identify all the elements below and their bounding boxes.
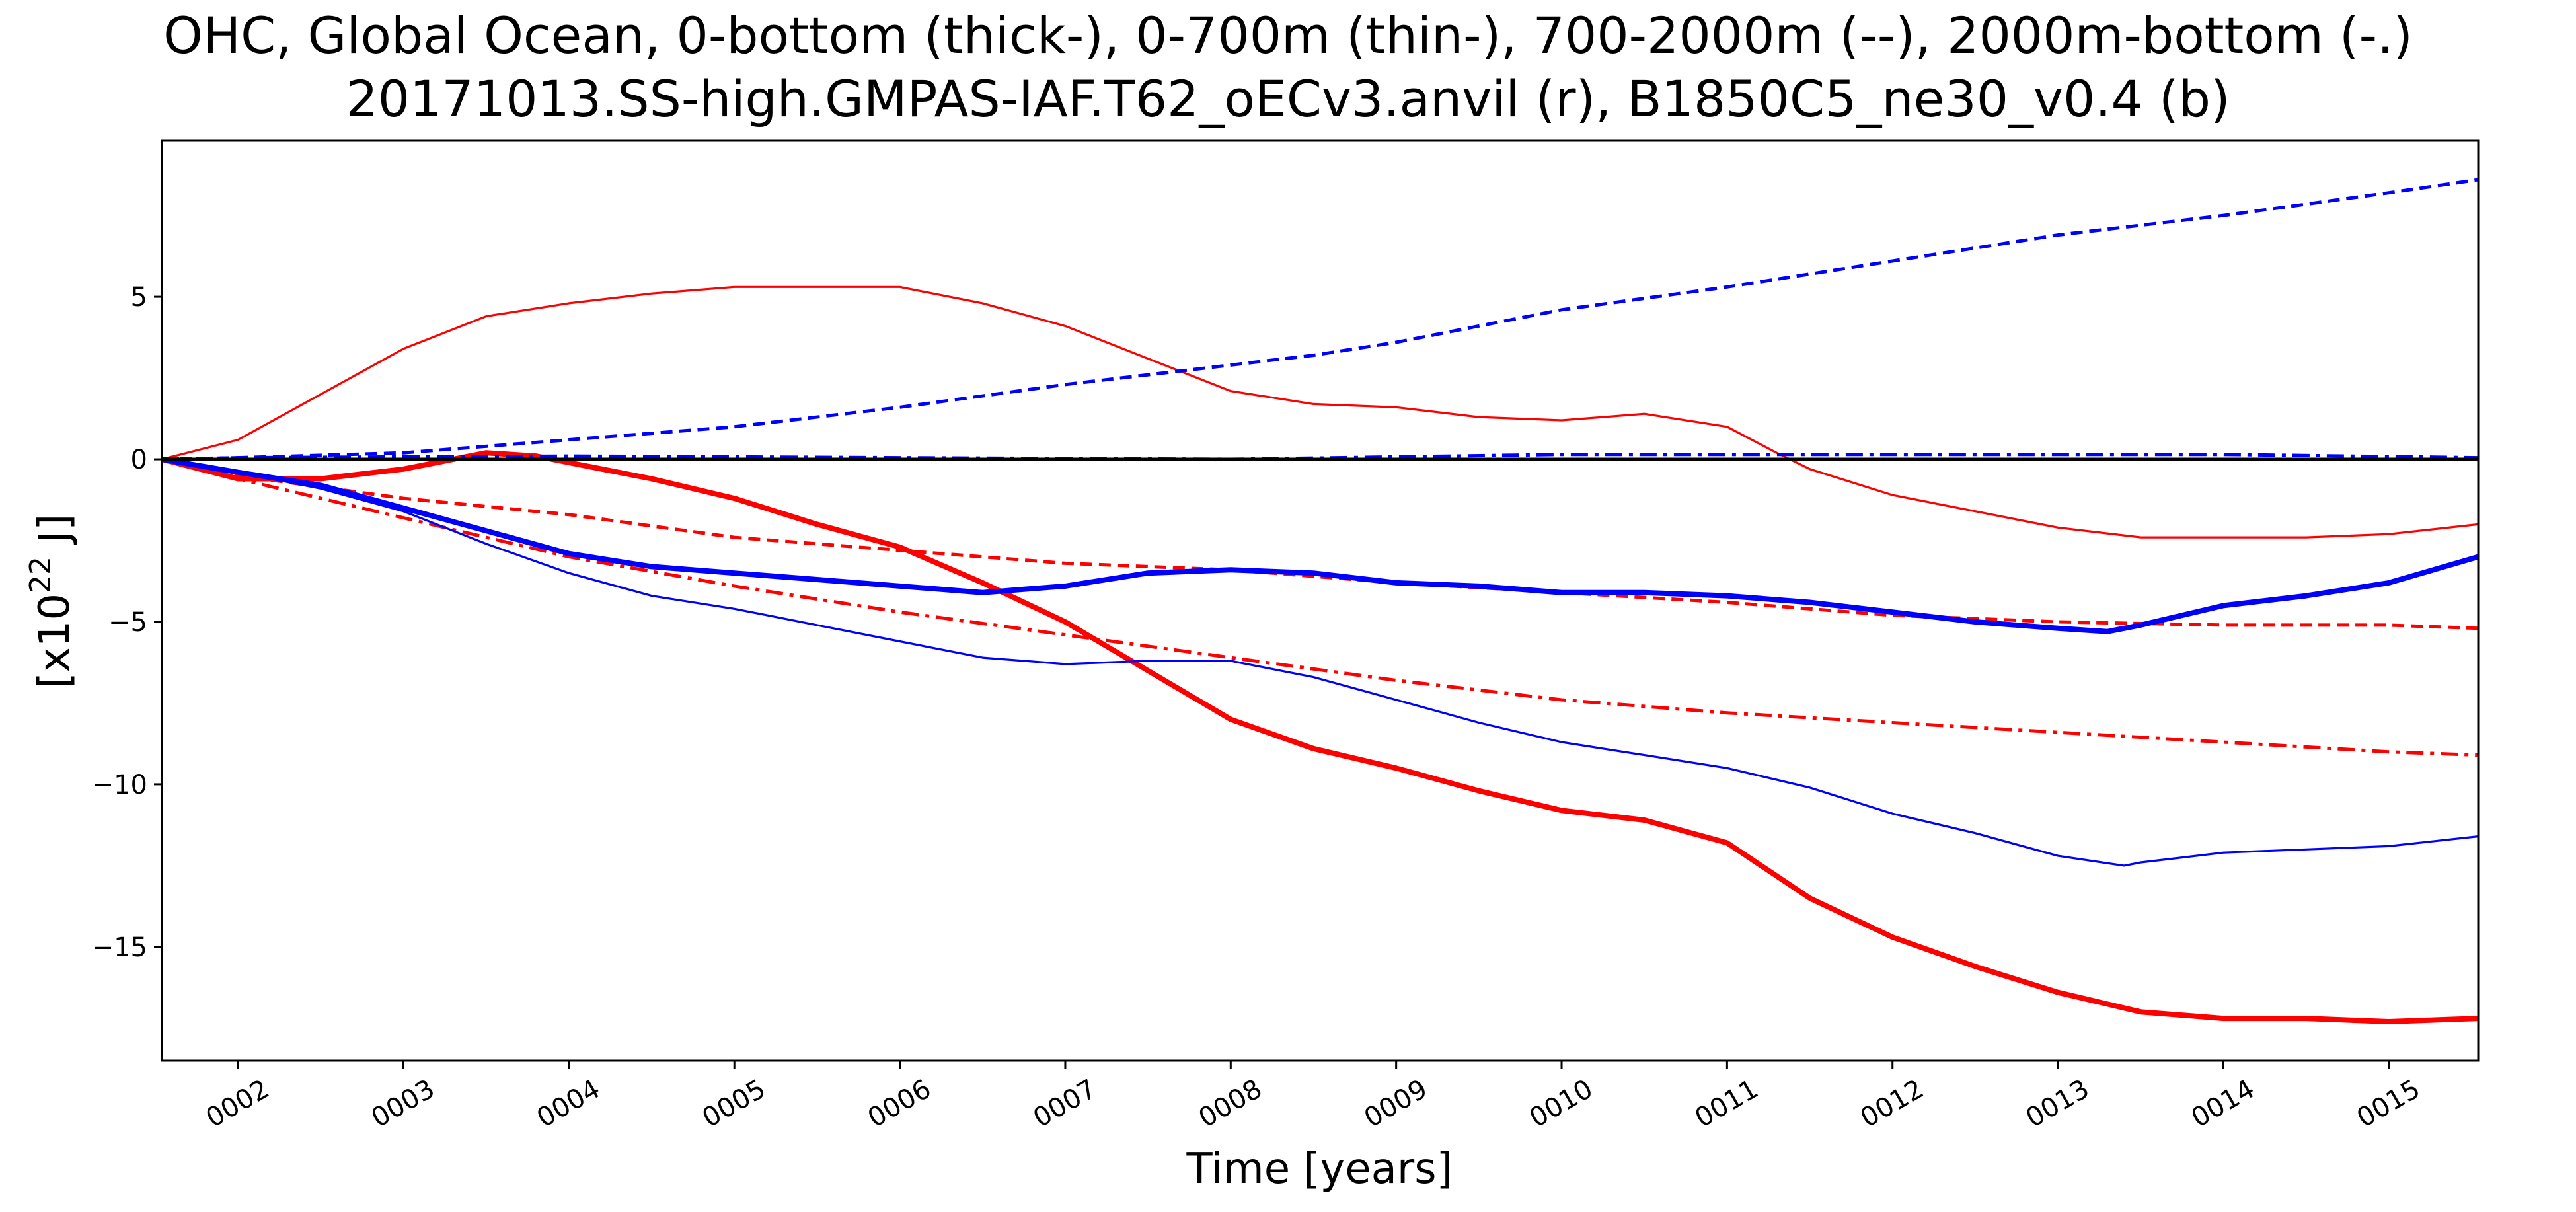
series-line-5 bbox=[162, 458, 2478, 867]
y-axis-label-exponent: 22 bbox=[24, 556, 57, 593]
y-tick-label: 5 bbox=[131, 282, 147, 313]
y-axis-label: [x1022 J] bbox=[24, 514, 79, 689]
series-line-4 bbox=[162, 457, 2478, 634]
series-line-0 bbox=[162, 450, 2478, 1024]
y-tick-label: 0 bbox=[131, 445, 147, 475]
chart-subtitle: 20171013.SS-high.GMPAS-IAF.T62_oECv3.anv… bbox=[346, 69, 2230, 128]
series-line-1 bbox=[162, 285, 2478, 539]
series-line-3 bbox=[162, 457, 2478, 757]
series-line-6 bbox=[162, 178, 2478, 461]
y-tick-label: −10 bbox=[92, 770, 147, 800]
y-tick-label: −5 bbox=[108, 607, 147, 638]
y-axis-label-text: [x10 bbox=[30, 593, 79, 689]
chart-title: OHC, Global Ocean, 0-bottom (thick-), 0-… bbox=[163, 6, 2413, 65]
y-axis: 5 0 −5 −10 −15 bbox=[92, 282, 162, 963]
y-axis-label-unit: J] bbox=[30, 514, 79, 556]
x-axis-label: Time [years] bbox=[1186, 1145, 1453, 1193]
series-layer bbox=[162, 178, 2478, 1024]
y-axis-label-group: [x1022 J] bbox=[24, 514, 79, 689]
y-tick-label: −15 bbox=[92, 932, 147, 963]
plot-frame bbox=[161, 139, 2480, 1062]
